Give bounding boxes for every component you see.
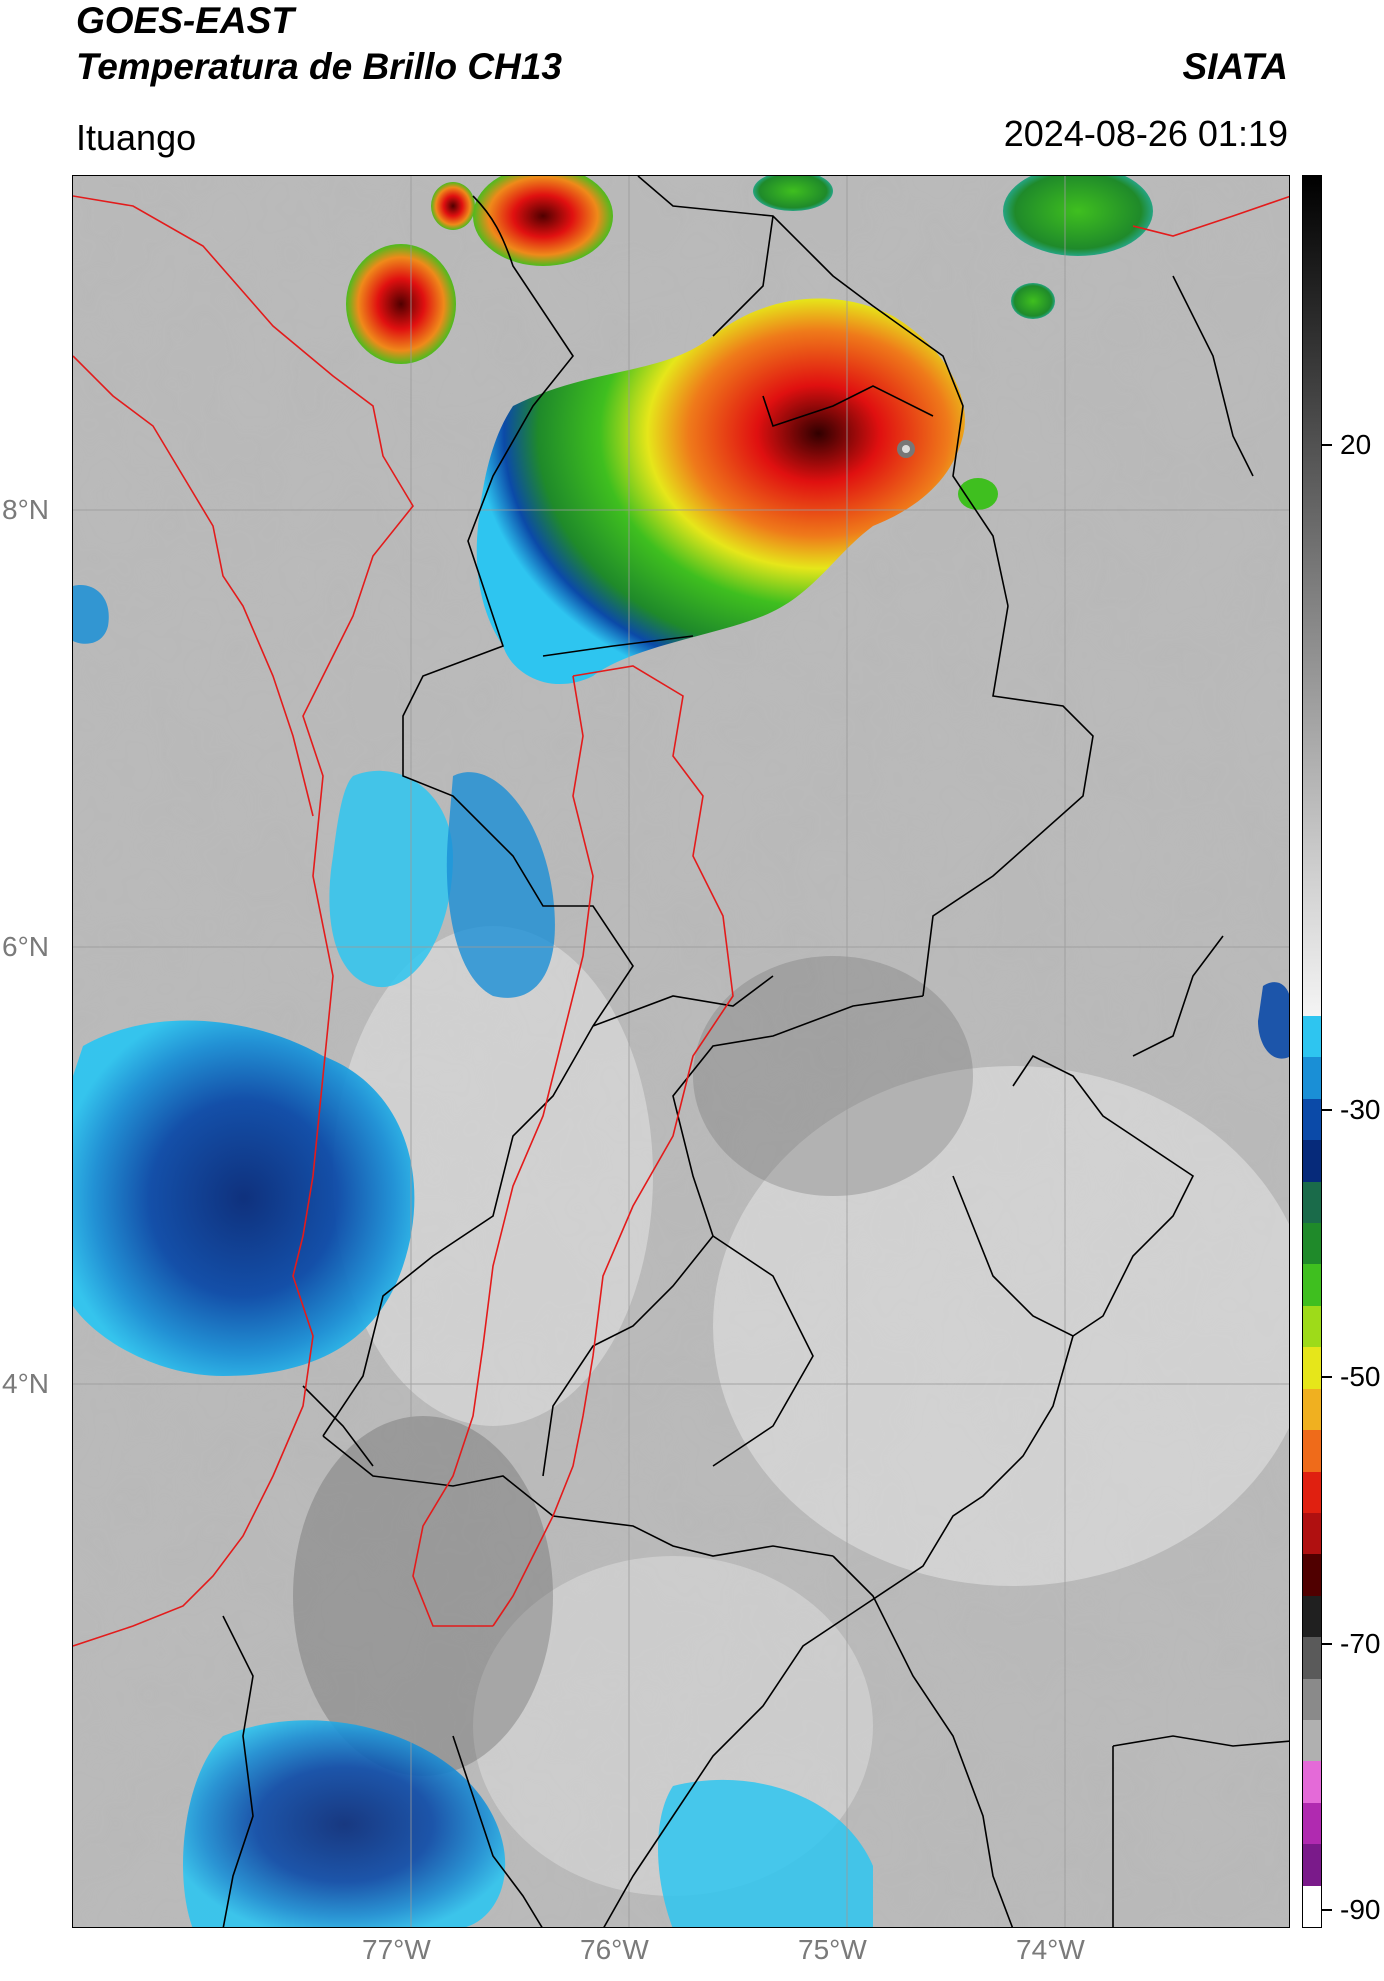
lat-tick-6n: 6°N (2, 931, 49, 962)
colorbar-segment (1303, 1885, 1321, 1927)
colorbar-segment (1303, 1637, 1321, 1680)
colorbar (1302, 175, 1322, 1928)
colorbar-segment (1303, 1181, 1321, 1225)
colorbar-segment (1303, 1430, 1321, 1473)
colorbar-segment (1303, 1388, 1321, 1432)
colorbar-segment (1303, 1471, 1321, 1514)
colorbar-label-20: 20 (1340, 429, 1372, 460)
org-label: SIATA (1182, 46, 1288, 87)
satellite-map (72, 175, 1290, 1928)
lon-tick-76w: 76°W (580, 1934, 649, 1965)
colorbar-segment (1303, 1719, 1321, 1763)
colorbar-segment (1303, 1554, 1321, 1597)
colorbar-label-minus90: -90 (1340, 1894, 1381, 1925)
colorbar-segment (1303, 1761, 1321, 1804)
colorbar-segment (1303, 1264, 1321, 1307)
map-image (73, 176, 1289, 1927)
colorbar-tick-minus50 (1322, 1376, 1332, 1378)
colorbar-segment (1303, 1223, 1321, 1266)
satellite-title: GOES-EAST (76, 0, 294, 41)
colorbar-grey-ramp (1303, 176, 1321, 1016)
colorbar-segment (1303, 1305, 1321, 1349)
lon-tick-74w: 74°W (1016, 1934, 1085, 1965)
colorbar-segment (1303, 1844, 1321, 1887)
colorbar-tick-minus30 (1322, 1109, 1332, 1111)
colorbar-label-minus70: -70 (1340, 1628, 1381, 1659)
colorbar-segment (1303, 1347, 1321, 1390)
lat-tick-8n: 8°N (2, 494, 49, 525)
colorbar-segment (1303, 1057, 1321, 1100)
lat-tick-4n: 4°N (2, 1368, 49, 1399)
colorbar-tick-minus70 (1322, 1643, 1332, 1645)
colorbar-segment (1303, 1678, 1321, 1721)
colorbar-label-minus30: -30 (1340, 1094, 1381, 1125)
colorbar-segment (1303, 1016, 1321, 1059)
colorbar-tick-minus90 (1322, 1909, 1332, 1911)
datetime-label: 2024-08-26 01:19 (1003, 113, 1288, 154)
location-label: Ituango (76, 117, 197, 158)
colorbar-segment (1303, 1595, 1321, 1639)
colorbar-label-minus50: -50 (1340, 1361, 1381, 1392)
lon-tick-75w: 75°W (798, 1934, 867, 1965)
lon-tick-77w: 77°W (362, 1934, 431, 1965)
colorbar-segment (1303, 1140, 1321, 1183)
colorbar-segment (1303, 1512, 1321, 1556)
product-title: Temperatura de Brillo CH13 (76, 46, 562, 87)
colorbar-tick-20 (1322, 444, 1332, 446)
colorbar-segment (1303, 1802, 1321, 1846)
colorbar-segment (1303, 1098, 1321, 1142)
